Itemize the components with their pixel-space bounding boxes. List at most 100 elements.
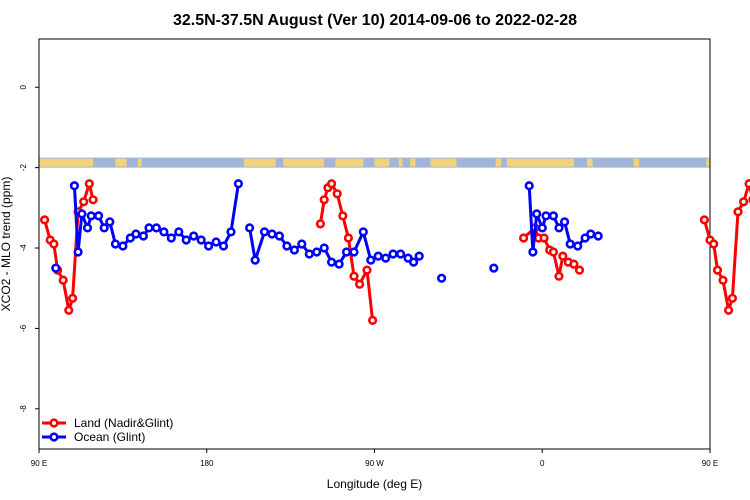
legend-marker [49,432,59,442]
map-land-patch [409,158,416,167]
y-tick-label: -6 [19,324,28,332]
data-point [723,305,734,315]
data-point [338,211,348,221]
y-tick-label: -4 [19,244,28,252]
data-point [709,239,719,249]
data-point [58,275,68,285]
data-point [548,211,559,221]
map-land-patch [586,158,593,167]
data-point [211,237,221,247]
x-tick-label: 90 E [31,459,47,468]
plot-frame [38,38,711,450]
data-point [554,223,564,233]
data-point [744,179,750,189]
world-map-band [39,157,710,168]
data-point [99,223,109,233]
map-land-patch [495,158,502,167]
data-point [733,207,743,217]
data-point [368,315,378,326]
data-point [558,251,568,261]
data-point [233,179,243,189]
data-point [245,223,255,233]
data-point [73,247,83,257]
data-point [86,211,96,221]
map-land-patch [633,158,640,167]
data-point [334,259,344,269]
data-point [319,243,329,253]
data-point [343,233,354,243]
data-point [93,211,104,221]
data-point [537,223,547,233]
data-point [532,209,542,219]
data-point [319,195,329,205]
data-point [355,279,365,289]
data-point [327,179,337,189]
data-point [218,241,229,251]
map-land-patch [706,158,710,167]
data-point [586,229,596,239]
data-point [174,227,184,237]
data-point [159,227,169,237]
data-point [312,247,322,257]
data-point [574,265,585,275]
data-point [518,233,529,243]
data-point [565,239,575,249]
data-point [332,189,342,199]
map-land-patch [137,158,142,167]
map-land-patch [335,158,364,167]
y-axis: 0 -2 -4 -6 -8 [19,84,39,412]
data-point [366,255,376,265]
data-point [569,259,579,269]
data-point [541,211,551,221]
legend-label: Ocean (Glint) [74,430,145,444]
data-point [388,249,398,259]
data-point [118,241,128,251]
map-land-patch [115,158,127,167]
map-land-patch [39,158,94,167]
x-tick-label: 90 W [365,459,384,468]
data-point [259,227,270,237]
data-point [559,217,570,227]
data-point [79,197,89,207]
x-tick-label: 90 E [702,459,718,468]
data-point [189,231,199,241]
x-tick-label: 0 [540,459,545,468]
data-point [250,255,260,265]
data-point [358,227,368,237]
data-point [341,247,352,257]
data-point [105,217,115,227]
data-point [699,215,710,225]
data-point [151,223,161,233]
data-point [304,249,314,259]
data-point [138,231,148,241]
data-point [274,231,285,241]
data-point [524,181,534,191]
y-tick-label: -8 [19,405,28,413]
data-point [297,239,307,249]
data-point [282,241,292,251]
data-point [110,239,120,249]
data-point [573,241,583,251]
data-point [131,229,141,239]
data-point [548,247,559,257]
chart-title: 32.5N-37.5N August (Ver 10) 2014-09-06 t… [173,12,577,29]
data-point [349,247,359,257]
data-point [381,253,391,263]
data-point [718,275,728,285]
series-ocean [51,179,603,283]
series-layer [39,179,750,326]
data-point [593,231,603,241]
data-point [82,223,93,233]
x-axis-label: Longitude (deg E) [327,477,422,491]
data-point [327,257,337,267]
legend-label: Land (Nadir&Glint) [74,416,173,430]
data-point [373,251,383,261]
data-point [528,247,538,257]
y-tick-label: -2 [19,164,28,172]
data-point [738,197,749,207]
data-point [489,263,499,273]
map-land-patch [398,158,403,167]
legend-marker [49,418,59,428]
data-point [409,257,419,267]
